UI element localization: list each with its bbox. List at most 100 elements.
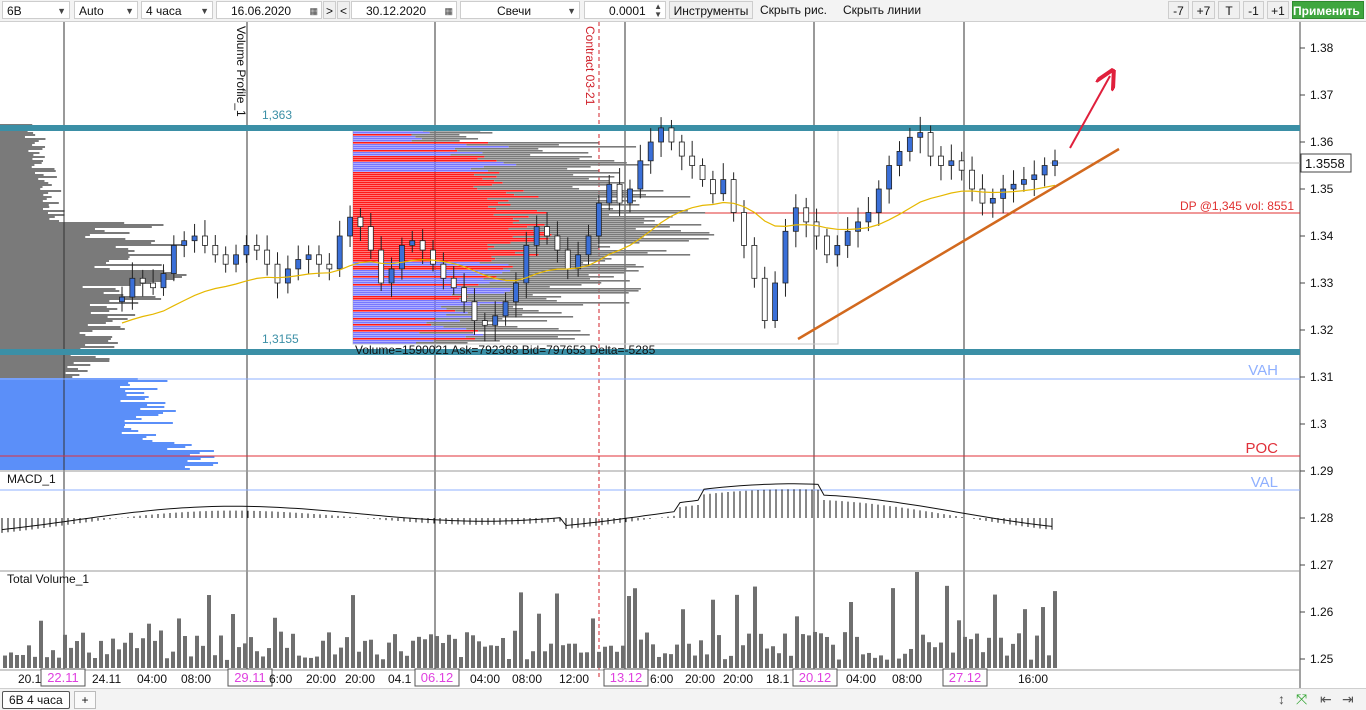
candle-body — [585, 235, 592, 256]
volume-bar — [255, 651, 259, 668]
volume-bar — [591, 618, 595, 668]
volume-bar — [717, 635, 721, 668]
profile-bar — [454, 148, 539, 150]
hide-drawings-button[interactable]: Скрыть рис. — [760, 3, 828, 17]
volume-bar — [867, 652, 871, 668]
arrow-icon[interactable] — [1069, 76, 1110, 149]
volume-bar — [645, 632, 649, 668]
candle-body — [430, 249, 436, 265]
scale-select[interactable]: Auto ▼ — [74, 1, 138, 19]
plus7-button[interactable]: +7 — [1192, 1, 1215, 19]
profile-bar — [508, 200, 636, 202]
profile-bar — [353, 194, 515, 196]
profile-bar — [353, 338, 476, 340]
profile-bar — [502, 182, 626, 184]
volume-bar — [693, 655, 697, 668]
profile-bar — [474, 316, 574, 318]
profile-bar — [0, 246, 116, 248]
profile-bar — [0, 172, 36, 174]
scroll-right-icon[interactable]: ⇥ — [1342, 691, 1354, 707]
profile-bar — [0, 240, 155, 242]
time-label: 04.1 — [388, 672, 412, 686]
volume-bar — [57, 657, 61, 668]
volume-bar — [969, 639, 973, 668]
candle-body — [554, 235, 561, 251]
step-field[interactable]: 0.0001 ▲ ▼ — [584, 1, 666, 19]
profile-stats: Volume=1590021 Ask=792368 Bid=797653 Del… — [355, 343, 656, 357]
volume-bar — [597, 651, 601, 668]
volume-bar — [831, 644, 835, 668]
calendar-icon[interactable]: ▦ — [309, 6, 318, 16]
candle-body — [927, 132, 934, 157]
nav-prev-button[interactable]: < — [337, 1, 350, 19]
volume-bar — [363, 640, 367, 668]
profile-bar — [0, 136, 25, 138]
candle-body — [958, 160, 965, 171]
candle-body — [875, 188, 882, 213]
volume-bar — [909, 648, 913, 668]
date-from-field[interactable]: 16.06.2020 ▦ — [216, 1, 322, 19]
profile-bar — [0, 440, 153, 442]
timeframe-select[interactable]: 4 часа ▼ — [141, 1, 213, 19]
profile-bar — [353, 294, 452, 296]
volume-bar — [111, 638, 115, 668]
spinner-icon[interactable]: ▲ ▼ — [654, 2, 662, 19]
volume-bar — [477, 641, 481, 668]
volume-bar — [99, 640, 103, 668]
hide-lines-button[interactable]: Скрыть линии — [843, 3, 922, 17]
scroll-left-icon[interactable]: ⇤ — [1320, 691, 1332, 707]
profile-bar — [353, 192, 507, 194]
instruments-button[interactable]: Инструменты — [669, 1, 753, 19]
resize-vertical-icon[interactable]: ↕ — [1278, 691, 1285, 707]
minus1-button[interactable]: -1 — [1243, 1, 1264, 19]
price-chart[interactable]: 1.38 1.37 1.36 1.35 1.34 1.33 1.32 1.31 1.3 1.29 1… — [0, 22, 1366, 688]
volume-bar — [75, 641, 79, 668]
chart-tab[interactable]: 6B 4 часа — [2, 691, 70, 709]
profile-bar — [546, 212, 706, 214]
add-tab-button[interactable]: + — [74, 691, 96, 709]
profile-bar — [483, 166, 591, 168]
apply-button[interactable]: Применить — [1292, 1, 1364, 19]
profile-bar — [353, 162, 504, 164]
minus7-button[interactable]: -7 — [1168, 1, 1189, 19]
volume-bar — [399, 651, 403, 668]
profile-bar — [0, 452, 200, 454]
trendline[interactable] — [797, 147, 1120, 341]
t-button[interactable]: T — [1218, 1, 1240, 19]
candle-body — [906, 136, 913, 152]
date-to-field[interactable]: 30.12.2020 ▦ — [351, 1, 457, 19]
profile-bar — [0, 156, 45, 158]
profile-bar — [465, 300, 557, 302]
candle-body — [119, 296, 125, 303]
price-axis: 1.38 1.37 1.36 1.35 1.34 1.33 1.32 1.31 1.3 1.29 1… — [1300, 41, 1334, 666]
volume-bar — [81, 632, 85, 668]
chart-type-select[interactable]: Свечи ▼ — [460, 1, 580, 19]
profile-bar — [353, 148, 455, 150]
volume-bar — [291, 633, 295, 668]
nav-next-button[interactable]: > — [323, 1, 336, 19]
profile-bar — [353, 236, 513, 238]
profile-bar — [353, 238, 549, 240]
profile-bar — [353, 178, 483, 180]
profile-bar — [489, 282, 602, 284]
plus1-button[interactable]: +1 — [1267, 1, 1289, 19]
profile-bar — [353, 212, 547, 214]
calendar-icon[interactable]: ▦ — [444, 6, 453, 16]
volume-bar — [87, 652, 91, 668]
symbol-select[interactable]: 6B ▼ — [2, 1, 70, 19]
candle-body — [305, 254, 312, 260]
candle-body — [450, 277, 457, 289]
profile-bar — [0, 418, 142, 420]
profile-bar — [411, 140, 460, 142]
candle-body — [191, 235, 198, 242]
volume-bar — [441, 643, 445, 668]
chevron-down-icon: ▼ — [57, 6, 66, 16]
profile-bar — [511, 288, 641, 290]
profile-bar — [451, 294, 533, 296]
candle-body — [471, 301, 478, 321]
fit-screen-icon[interactable]: ⤧ — [1296, 691, 1308, 707]
volume-bar — [285, 647, 289, 668]
profile-bar — [353, 276, 497, 278]
profile-bar — [0, 422, 173, 424]
volume-bar — [633, 588, 637, 668]
